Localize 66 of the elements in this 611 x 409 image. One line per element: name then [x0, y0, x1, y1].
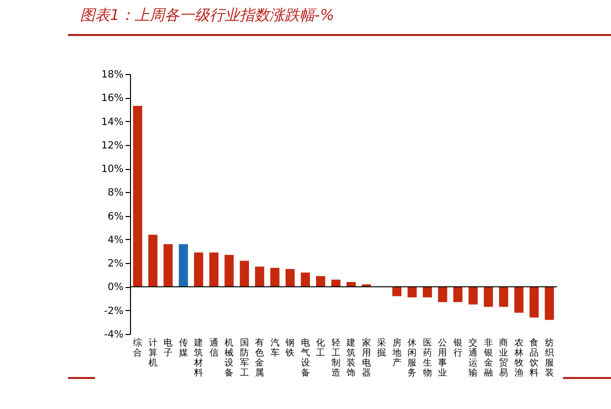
- y-tick-label: -4%: [104, 330, 124, 340]
- bar: [331, 280, 340, 287]
- x-tick-label: 农林牧渔: [513, 338, 524, 378]
- bar: [224, 254, 234, 287]
- bar: [133, 106, 142, 287]
- bar: [300, 272, 310, 287]
- bar: [408, 286, 417, 298]
- chart-title: 图表1：上周各一级行业指数涨跌幅-%: [80, 6, 334, 25]
- bar: [484, 286, 493, 307]
- x-tick-label: 商业贸易: [499, 338, 508, 378]
- x-tick-label: 建筑装饰: [346, 338, 356, 378]
- bar: [270, 268, 280, 287]
- x-tick-label: 电子: [164, 338, 173, 358]
- bar: [530, 286, 539, 318]
- bar: [240, 260, 249, 287]
- y-tick-label: 18%: [101, 70, 124, 80]
- bar: [286, 269, 295, 287]
- x-tick-label: 交通运输: [468, 338, 478, 378]
- y-tick-label: 0%: [108, 282, 124, 294]
- x-tick-label: 公用事业: [438, 338, 448, 378]
- y-tick-label: 14%: [101, 116, 124, 128]
- y-tick-label: -2%: [104, 306, 124, 317]
- x-tick-label: 家用电器: [362, 338, 371, 378]
- x-tick-label: 休闲服务: [408, 338, 417, 378]
- bar: [514, 286, 524, 313]
- x-tick-label: 建筑材料: [193, 338, 204, 378]
- x-tick-label: 机械设备: [224, 338, 234, 378]
- bar: [468, 286, 478, 304]
- bar: [544, 286, 554, 320]
- y-tick-label: 16%: [101, 93, 124, 104]
- x-tick-label: 医药生物: [422, 338, 432, 378]
- y-tick-label: 6%: [108, 211, 124, 222]
- x-tick-label: 汽车: [270, 338, 280, 358]
- x-tick-label: 传媒: [178, 338, 188, 358]
- bar: [499, 286, 508, 307]
- bar: [316, 276, 326, 287]
- bar: [178, 244, 188, 287]
- x-tick-label: 食品饮料: [528, 338, 539, 378]
- x-tick-label: 计算机: [148, 338, 158, 368]
- bar: [194, 252, 204, 287]
- x-tick-label: 化工: [316, 338, 326, 358]
- x-tick-label: 房地产: [391, 338, 402, 368]
- x-tick-label: 国防军工: [240, 338, 249, 378]
- x-tick-label: 通信: [209, 338, 218, 358]
- bar: [438, 286, 448, 302]
- x-tick-label: 电气设备: [300, 338, 310, 378]
- y-tick-label: 8%: [108, 188, 124, 199]
- bar: [392, 286, 402, 296]
- x-tick-label: 有色金属: [255, 338, 264, 378]
- x-tick-label: 钢铁: [284, 338, 295, 358]
- bar: [453, 286, 462, 302]
- y-tick-label: 2%: [108, 258, 124, 270]
- x-tick-label: 纺织服装: [544, 338, 554, 378]
- bar: [255, 266, 264, 287]
- bar: [148, 234, 158, 287]
- bar: [209, 252, 218, 287]
- y-tick-label: 10%: [101, 164, 124, 176]
- x-tick-label: 综合: [133, 338, 142, 358]
- x-tick-label: 轻工制造: [331, 338, 340, 378]
- y-tick-label: 4%: [108, 234, 124, 246]
- x-tick-label: 银行: [452, 338, 462, 358]
- x-tick-label: 采掘: [377, 338, 386, 358]
- x-tick-label: 非银金融: [482, 338, 493, 378]
- bar: [164, 244, 173, 287]
- bar: [422, 286, 432, 298]
- y-tick-label: 12%: [101, 140, 124, 152]
